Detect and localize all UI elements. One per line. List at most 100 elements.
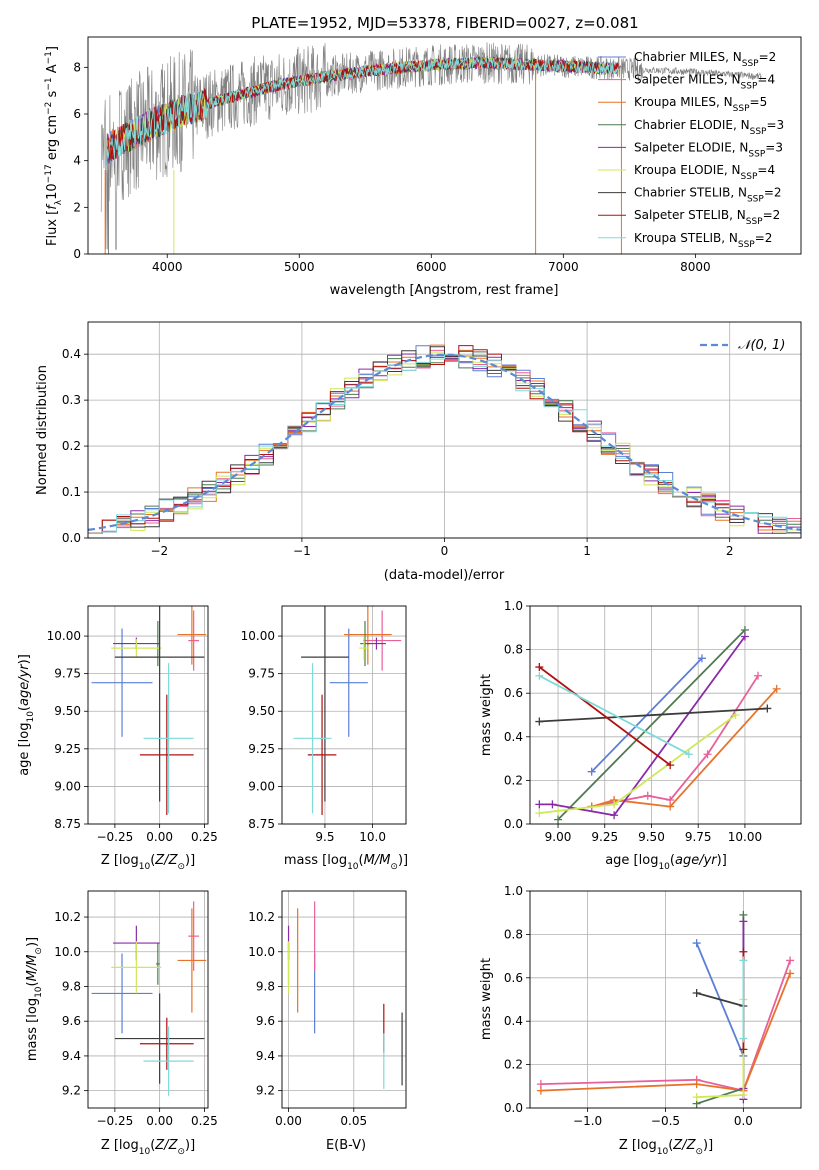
mass-z-ylabel-part: )]: [25, 937, 40, 947]
y-tick-label: 0.4: [504, 1014, 523, 1028]
figure-title: PLATE=1952, MJD=53378, FIBERID=0027, z=0…: [251, 14, 638, 32]
y-tick-label: 0.8: [504, 643, 523, 657]
age-z-xlabel-part: Z [log: [101, 853, 139, 868]
y-tick-label: 8.75: [54, 817, 81, 831]
spectrum-ylabel-part: f: [45, 203, 60, 210]
legend-label-salpeter-stelib: Salpeter STELIB, NSSP=2: [634, 208, 780, 227]
legend-label-salpeter-miles-part: =4: [757, 73, 775, 87]
age-mass-xlabel-part: (: [359, 853, 364, 868]
age-z-xlabel-part: 10: [139, 862, 151, 872]
axes-residuals: −2 −1 0 1 2 0.0 0.1 0.2 0.3 0.4 𝒩(0, 1) (data-model…: [35, 321, 802, 583]
axes-frame: [281, 605, 407, 825]
y-tick-label: 9.4: [256, 1049, 275, 1063]
weight-marker-chabrier-elodie: [554, 815, 563, 824]
mass-z-xlabel-part: 10: [139, 1147, 151, 1157]
mass-z-ylabel-part: M/M: [25, 955, 40, 982]
spectrum-data-line: [100, 42, 762, 250]
mass-z-ylabel-part: mass [log: [25, 998, 40, 1061]
weight-marker-kroupa-miles: [536, 1086, 545, 1095]
legend-label-salpeter-miles-part: Salpeter MILES, N: [634, 73, 741, 87]
plot-area-mass-vs-ebv: [287, 901, 403, 1089]
weight-line-kroupa-miles: [540, 973, 791, 1092]
plot-area-weight-vs-Z: [536, 910, 795, 1108]
gaussian-legend-label: 𝒩(0, 1): [738, 338, 785, 353]
weight-line-kroupa-elodie: [696, 999, 745, 1099]
x-tick-label: 10.0: [359, 830, 386, 844]
x-tick-label: 7000: [548, 260, 579, 274]
y-tick-label: 9.6: [256, 1014, 275, 1028]
legend-label-salpeter-elodie-part: =3: [765, 140, 783, 154]
axes-frame: [87, 36, 802, 255]
weight-z-xlabel-part: 10: [657, 1147, 669, 1157]
age-z-xlabel-part: ⊙: [177, 862, 185, 872]
spectrum-ylabel: Flux [fλ10−17 erg cm−2 s−1 A−1]: [44, 46, 64, 246]
spectrum-ylabel-part: λ: [54, 199, 64, 205]
y-tick-label: 4: [73, 154, 81, 168]
gaussian-reference-line: [88, 353, 801, 531]
y-tick-label: 9.75: [54, 667, 81, 681]
legend-label-salpeter-stelib-part: SSP: [746, 217, 763, 227]
spectrum-ylabel-part: erg cm: [45, 115, 60, 164]
legend-label-chabrier-miles: Chabrier MILES, NSSP=2: [634, 50, 776, 69]
weight-marker-salpeter-stelib: [535, 663, 544, 672]
x-tick-label: −0.5: [651, 1114, 680, 1128]
y-tick-label: 9.00: [248, 779, 275, 793]
age-mass-xlabel-part: ⊙: [390, 862, 398, 872]
weight-marker-kroupa-miles: [666, 802, 675, 811]
y-tick-label: 9.00: [54, 779, 81, 793]
x-tick-label: 9.75: [685, 830, 712, 844]
age-z-xlabel-part: )]: [185, 853, 195, 868]
y-tick-label: 9.2: [256, 1084, 275, 1098]
weight-marker-chabrier-stelib: [763, 704, 772, 713]
weight-line-chabrier-stelib: [539, 707, 768, 723]
y-tick-label: 0.6: [504, 971, 523, 985]
residuals-xlabel: (data-model)/error: [384, 568, 505, 583]
y-tick-label: 10.0: [54, 945, 81, 959]
plot-area-age-vs-Z: [91, 606, 207, 815]
spectrum-ylabel-part: −1: [44, 77, 54, 90]
age-mass-xlabel-part: M/M: [364, 853, 391, 868]
weight-marker-salpeter-elodie: [740, 632, 749, 641]
y-tick-label: 0.2: [504, 773, 523, 787]
plots-layer: 4000 5000 6000 7000 8000 0 2 4 6 8 Chabrier MILES,…: [17, 36, 802, 1157]
weight-line-chabrier-elodie: [557, 629, 746, 821]
y-tick-label: 2: [73, 200, 81, 214]
legend-label-kroupa-elodie-part: =4: [757, 163, 775, 177]
axes-age-vs-mass: 9.5 10.0 8.75 9.00 9.25 9.50 9.75 10.00 mass [lo…: [241, 605, 408, 872]
y-tick-label: 6: [73, 107, 81, 121]
spectrum-ylabel-part: −2: [44, 102, 54, 115]
weight-marker-kroupa-elodie: [554, 806, 563, 815]
age-z-xlabel-part: (: [150, 853, 155, 868]
mass-z-ylabel-part: 10: [34, 986, 44, 998]
mass-ebv-xlabel: E(B-V): [326, 1138, 366, 1153]
x-tick-label: 0.00: [146, 830, 173, 844]
y-tick-label: 8.75: [248, 817, 275, 831]
age-z-ylabel-part: (: [17, 706, 32, 711]
age-z-ylabel-part: age/yr: [17, 663, 32, 706]
axes-frame: [281, 890, 407, 1109]
weight-marker-salpeter-elodie: [610, 811, 619, 820]
y-tick-label: 0: [73, 247, 81, 261]
legend-label-salpeter-miles-part: SSP: [741, 82, 758, 92]
axes-frame: [529, 890, 802, 1109]
weight-marker-kroupa-elodie: [739, 1090, 748, 1099]
y-tick-label: 9.25: [54, 742, 81, 756]
weight-line-kroupa-stelib: [538, 675, 690, 755]
y-tick-label: 9.6: [62, 1014, 81, 1028]
legend-label-chabrier-miles-part: =2: [759, 50, 777, 64]
weight-marker-kroupa-elodie: [610, 800, 619, 809]
weight-marker-salpeter-miles: [643, 791, 652, 800]
weight-line-salpeter-miles: [540, 960, 791, 1092]
age-z-xlabel-part: Z/Z: [154, 853, 178, 868]
x-tick-label: 10.00: [728, 830, 762, 844]
weight-z-xlabel-part: Z/Z: [672, 1138, 696, 1153]
x-tick-label: −1: [293, 544, 311, 558]
spectrum-xlabel: wavelength [Angstrom, rest frame]: [330, 283, 559, 298]
weight-marker-kroupa-stelib: [739, 1034, 748, 1043]
weight-line-salpeter-miles: [591, 675, 759, 808]
axes-mass-vs-Z: −0.25 0.00 0.259.29.49.69.810.010.2Z [log1…: [25, 890, 218, 1157]
y-tick-label: 0.4: [504, 730, 523, 744]
age-mass-xlabel: mass [log10(M/M⊙)]: [284, 853, 408, 872]
mass-z-ylabel-part: ⊙: [34, 947, 44, 955]
weight-marker-kroupa-stelib: [684, 750, 693, 759]
